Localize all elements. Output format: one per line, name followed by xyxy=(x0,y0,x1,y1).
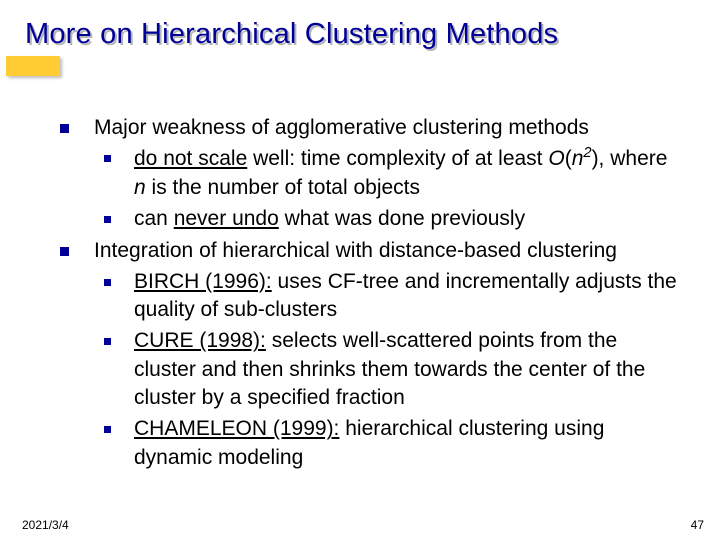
text-segment: BIRCH (1996): xyxy=(134,270,272,293)
list-item: do not scale well: time complexity of at… xyxy=(104,144,684,202)
text-segment: can xyxy=(134,207,174,230)
text-segment: what was done previously xyxy=(279,207,525,230)
page-title: More on Hierarchical Clustering Methods xyxy=(25,18,558,51)
list-item-label: Major weakness of agglomerative clusteri… xyxy=(94,116,589,139)
text-segment: O xyxy=(548,147,564,170)
text-segment: never undo xyxy=(174,207,279,230)
list-item: BIRCH (1996): uses CF-tree and increment… xyxy=(104,268,684,325)
list-item: can never undo what was done previously xyxy=(104,205,684,233)
accent-box xyxy=(6,56,60,76)
list-item: Integration of hierarchical with distanc… xyxy=(60,237,684,472)
text-segment: is the number of total objects xyxy=(146,176,420,199)
title-block: More on Hierarchical Clustering Methods … xyxy=(0,0,720,84)
list-item: CURE (1998): selects well-scattered poin… xyxy=(104,327,684,412)
text-segment: do not scale xyxy=(134,147,247,170)
text-segment: CURE (1998): xyxy=(134,329,266,352)
text-segment: ), where xyxy=(592,147,668,170)
text-segment: ( xyxy=(565,147,572,170)
text-segment: 2 xyxy=(583,145,591,161)
footer-date: 2021/3/4 xyxy=(22,518,69,532)
list-item-label: Integration of hierarchical with distanc… xyxy=(94,239,617,262)
sub-list: do not scale well: time complexity of at… xyxy=(94,144,684,233)
body: Major weakness of agglomerative clusteri… xyxy=(0,84,720,472)
list-item: Major weakness of agglomerative clusteri… xyxy=(60,114,684,233)
list-item: CHAMELEON (1999): hierarchical clusterin… xyxy=(104,415,684,472)
bullet-list: Major weakness of agglomerative clusteri… xyxy=(60,114,684,472)
text-segment: n xyxy=(572,147,584,170)
sub-list: BIRCH (1996): uses CF-tree and increment… xyxy=(94,268,684,472)
text-segment: well: time complexity of at least xyxy=(247,147,548,170)
text-segment: n xyxy=(134,176,146,199)
footer-page: 47 xyxy=(691,518,704,532)
text-segment: CHAMELEON (1999): xyxy=(134,417,339,440)
